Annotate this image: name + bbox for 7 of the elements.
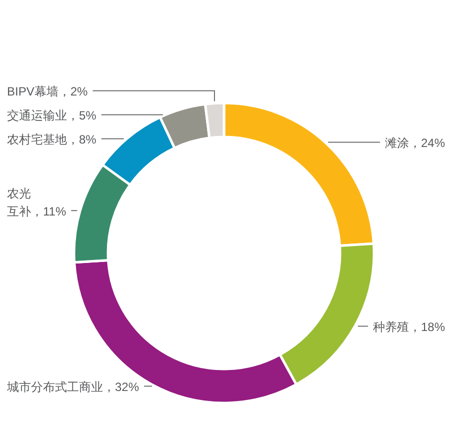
slice-label: 农村宅基地，8% bbox=[7, 132, 97, 147]
slice-label: 种养殖，18% bbox=[372, 320, 446, 334]
slice-label: 滩涂，24% bbox=[384, 136, 446, 150]
slice-label: BIPV幕墙，2% bbox=[7, 84, 88, 99]
slice-label: 城市分布式工商业，32% bbox=[6, 380, 140, 394]
slice-label: 交通运输业，5% bbox=[7, 108, 97, 123]
slice-label: 农光互补，11% bbox=[7, 186, 66, 219]
